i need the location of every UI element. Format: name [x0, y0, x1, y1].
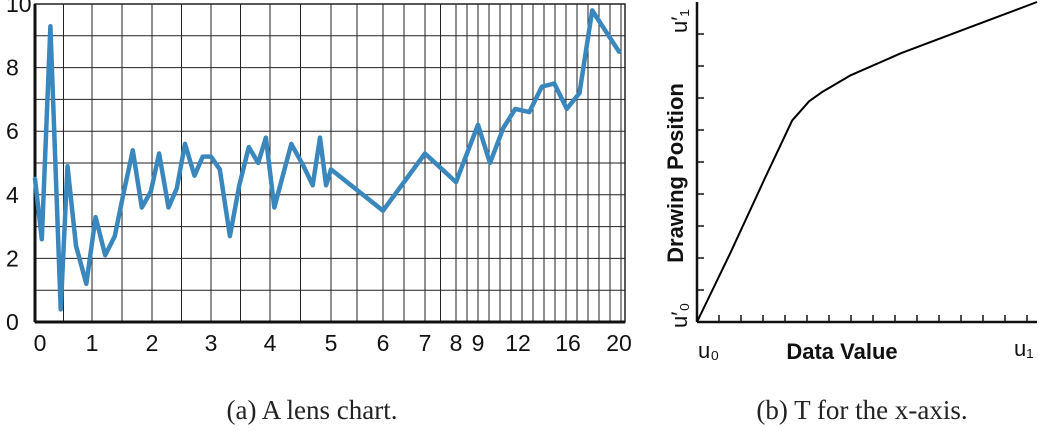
- y-axis-label: Drawing Position: [663, 83, 688, 263]
- series-line: [32, 8, 622, 312]
- caption-a: (a) A lens chart.: [227, 395, 398, 425]
- y-tick-label: 10: [6, 0, 32, 17]
- x-tick-label: 2: [146, 330, 159, 356]
- caption-b: (b) T for the x-axis.: [756, 395, 967, 425]
- x-axis-label: Data Value: [786, 339, 897, 364]
- x-tick-label: 12: [505, 330, 531, 356]
- x-tick-label: 0: [34, 330, 47, 356]
- x-tick-label: 7: [419, 330, 432, 356]
- x-tick-label: 16: [555, 330, 581, 356]
- transform-curve-line: [696, 1, 1038, 323]
- x-start-label: u₀: [698, 338, 719, 363]
- transform-chart-ticks: [697, 33, 1028, 322]
- x-tick-label: 20: [606, 330, 632, 356]
- x-tick-label: 3: [205, 330, 218, 356]
- y-tick-label: 8: [6, 55, 19, 81]
- lens-chart-y-tick-labels: 0 2 4 6 8 10: [6, 0, 32, 335]
- x-end-label: u₁: [1014, 336, 1034, 361]
- y-end-label: u′₁: [667, 9, 692, 33]
- lens-chart-x-tick-labels: 0 1 2 3 4 5 6 7 8 9 12 16 20: [34, 330, 632, 356]
- lens-chart-frame: [33, 3, 626, 324]
- lens-chart-grid: [35, 4, 625, 322]
- y-start-label: u′₀: [667, 303, 692, 329]
- y-tick-label: 0: [6, 309, 19, 335]
- transform-chart-frame: [695, 2, 1037, 324]
- x-tick-label: 4: [264, 330, 277, 356]
- transform-curve: [696, 1, 1038, 323]
- transform-chart: Data Value Drawing Position u₀ u₁ u′₀ u′…: [663, 1, 1038, 425]
- x-tick-label: 6: [377, 330, 390, 356]
- lens-chart-series: [32, 8, 622, 312]
- x-tick-label: 9: [472, 330, 485, 356]
- y-tick-label: 4: [6, 182, 19, 208]
- x-tick-label: 1: [86, 330, 99, 356]
- y-tick-label: 2: [6, 245, 19, 271]
- y-tick-label: 6: [6, 118, 19, 144]
- x-tick-label: 8: [450, 330, 463, 356]
- x-tick-label: 5: [325, 330, 338, 356]
